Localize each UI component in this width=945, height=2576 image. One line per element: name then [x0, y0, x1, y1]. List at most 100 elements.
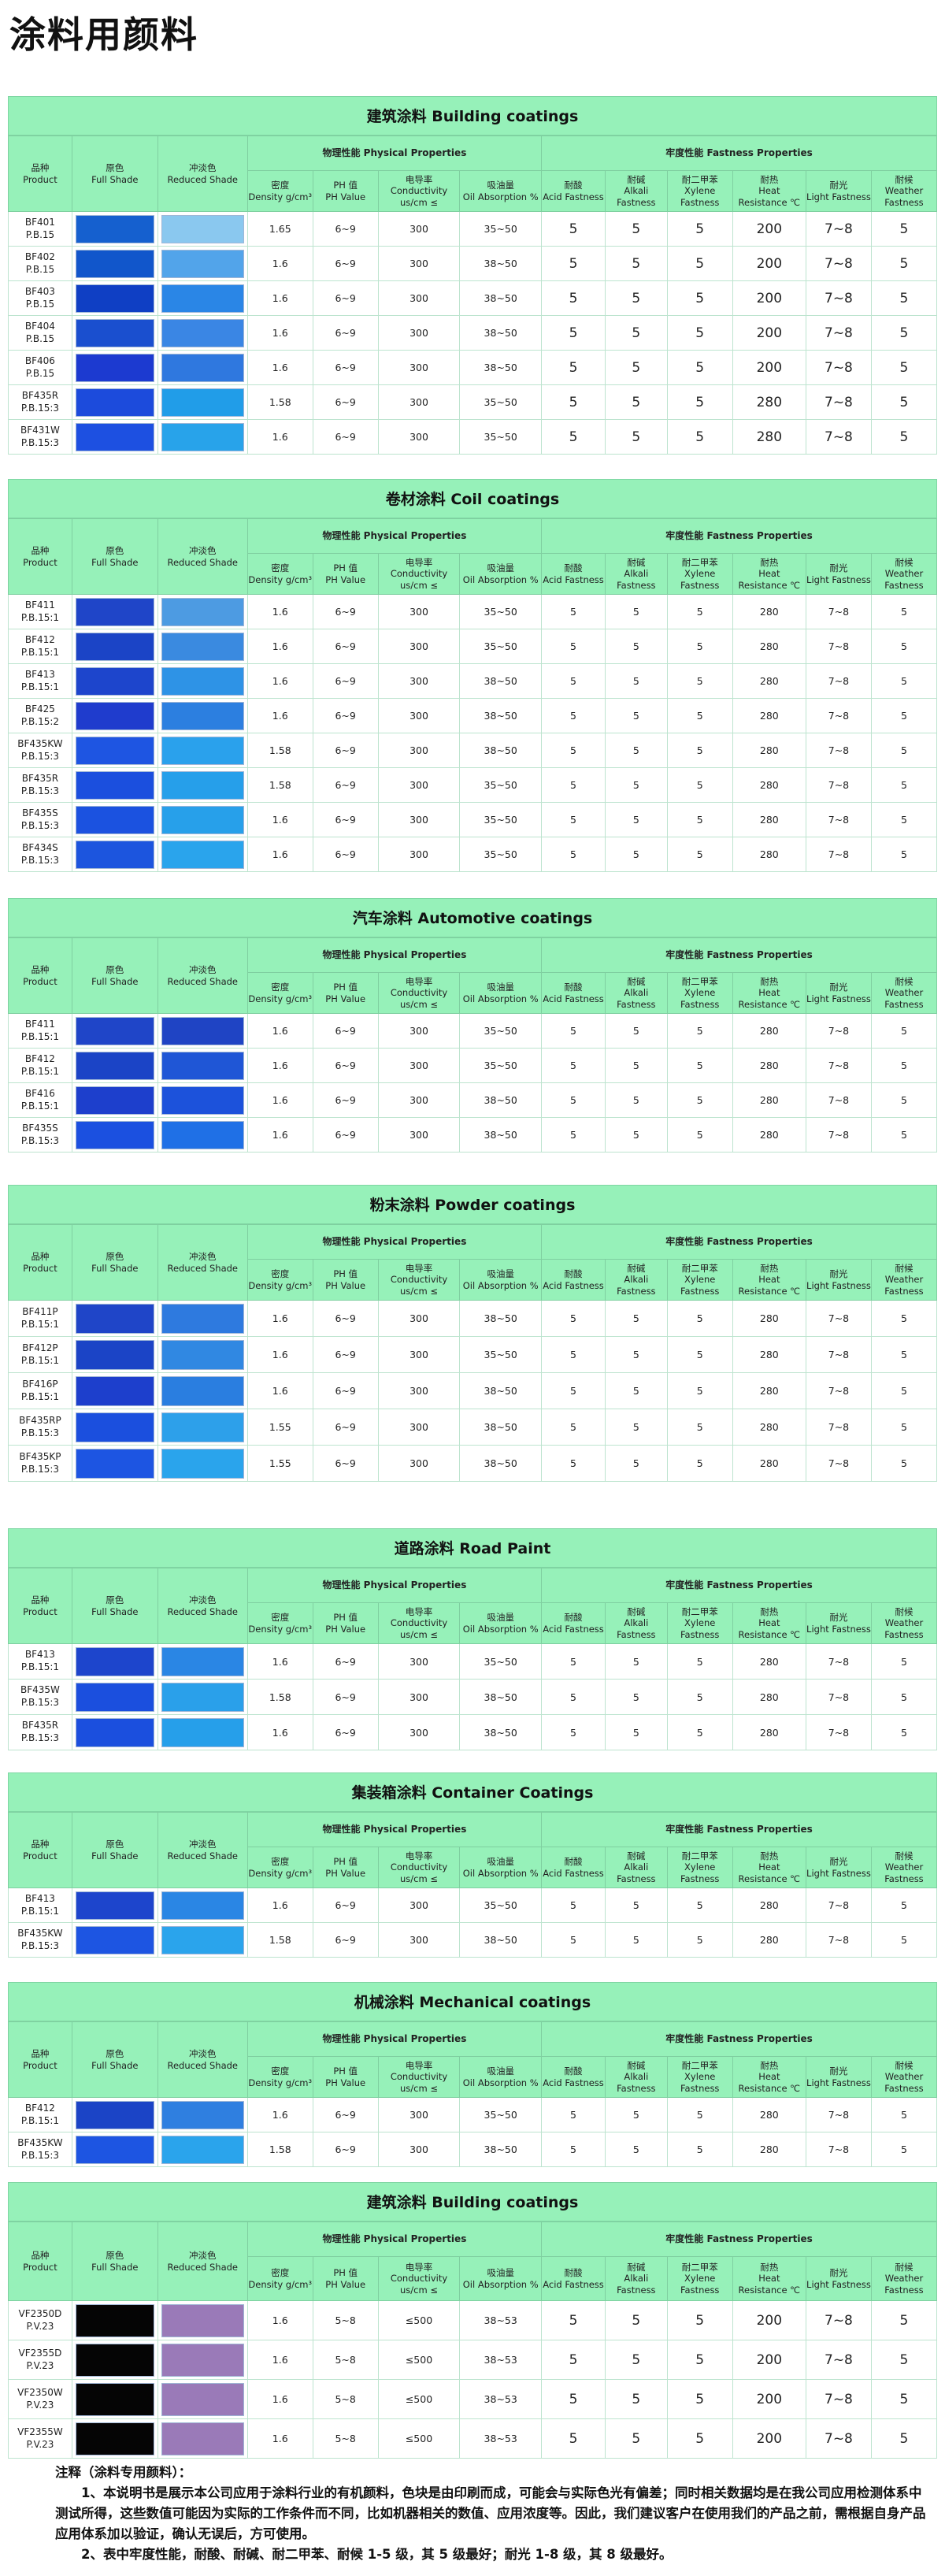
oil-cell: 35~50 [459, 1887, 543, 1923]
col-heat: 耐热 Heat Resistance ℃ [738, 556, 801, 591]
heat-cell: 280 [732, 1013, 806, 1049]
section-title: 机械涂料 Mechanical coatings [8, 1982, 937, 2021]
ph-cell: 6~9 [312, 1117, 379, 1153]
col-ph: PH 值 PH Value [325, 2267, 366, 2290]
table-row: BF435KW P.B.15:3 1.58 6~9 300 38~50 5 5 5 280 7~8 5 [8, 733, 938, 768]
acid-cell: 5 [541, 280, 606, 316]
full-shade-swatch [71, 767, 158, 803]
table-row: BF435W P.B.15:3 1.58 6~9 300 38~50 5 5 5 280 7~8 5 [8, 1679, 938, 1715]
col-density: 密度 Density g/cm³ [248, 1856, 313, 1879]
xylene-cell: 5 [666, 2097, 733, 2132]
weather-cell: 5 [870, 837, 938, 872]
col-oil: 吸油量 Oil Absorption % [462, 1612, 539, 1635]
density-cell: 1.6 [246, 1048, 313, 1083]
oil-cell: 35~50 [459, 767, 543, 803]
density-cell: 1.6 [246, 2300, 313, 2340]
xylene-cell: 5 [666, 663, 733, 699]
weather-cell: 5 [870, 663, 938, 699]
col-full-shade: 原色 Full Shade [91, 1251, 139, 1274]
full-shade-swatch [71, 280, 158, 316]
col-oil: 吸油量 Oil Absorption % [462, 982, 539, 1004]
ph-cell: 6~9 [312, 698, 379, 733]
full-shade-swatch [71, 733, 158, 768]
product-cell: BF412P P.B.15:1 [8, 1336, 72, 1373]
alkali-cell: 5 [604, 663, 668, 699]
density-cell: 1.6 [246, 1372, 313, 1409]
xylene-cell: 5 [666, 837, 733, 872]
alkali-cell: 5 [604, 629, 668, 664]
alkali-cell: 5 [604, 594, 668, 629]
table-row: BF435R P.B.15:3 1.58 6~9 300 35~50 5 5 5 280 7~8 5 [8, 384, 938, 420]
col-oil: 吸油量 Oil Absorption % [462, 180, 539, 202]
oil-cell: 38~50 [459, 1922, 543, 1958]
acid-cell: 5 [541, 2300, 606, 2340]
light-cell: 7~8 [805, 1372, 872, 1409]
light-cell: 7~8 [805, 1117, 872, 1153]
oil-cell: 38~53 [459, 2300, 543, 2340]
col-ph: PH 值 PH Value [325, 562, 366, 585]
product-cell: BF435S P.B.15:3 [8, 802, 72, 837]
ph-cell: 6~9 [312, 837, 379, 872]
table-row: BF435R P.B.15:3 1.58 6~9 300 35~50 5 5 5 280 7~8 5 [8, 767, 938, 803]
col-oil: 吸油量 Oil Absorption % [462, 2267, 539, 2290]
table-row: BF435R P.B.15:3 1.6 6~9 300 38~50 5 5 5 280 7~8 5 [8, 1714, 938, 1750]
alkali-cell: 5 [604, 384, 668, 420]
light-cell: 7~8 [805, 1013, 872, 1049]
full-shade-swatch [71, 1887, 158, 1923]
col-weather: 耐候 Weather Fastness [884, 1262, 924, 1297]
light-cell: 7~8 [805, 1922, 872, 1958]
product-cell: BF412 P.B.15:1 [8, 1048, 72, 1083]
col-weather: 耐候 Weather Fastness [884, 2059, 924, 2094]
conductivity-cell: 300 [377, 1300, 461, 1337]
group-physical: 物理性能 Physical Properties [322, 1579, 467, 1591]
reduced-shade-swatch [157, 1714, 248, 1750]
xylene-cell: 5 [666, 698, 733, 733]
table-row: BF425 P.B.15:2 1.6 6~9 300 38~50 5 5 5 280 7~8 5 [8, 698, 938, 733]
oil-cell: 35~50 [459, 594, 543, 629]
product-cell: BF412 P.B.15:1 [8, 2097, 72, 2132]
full-shade-swatch [71, 629, 158, 664]
full-shade-swatch [71, 1409, 158, 1446]
full-shade-swatch [71, 246, 158, 281]
weather-cell: 5 [870, 1887, 938, 1923]
heat-cell: 280 [732, 1714, 806, 1750]
xylene-cell: 5 [666, 2300, 733, 2340]
reduced-shade-swatch [157, 1643, 248, 1680]
xylene-cell: 5 [666, 315, 733, 351]
weather-cell: 5 [870, 1013, 938, 1049]
full-shade-swatch [71, 1300, 158, 1337]
weather-cell: 5 [870, 2418, 938, 2459]
reduced-shade-swatch [157, 1082, 248, 1118]
oil-cell: 38~50 [459, 1082, 543, 1118]
alkali-cell: 5 [604, 350, 668, 385]
alkali-cell: 5 [604, 211, 668, 247]
full-shade-swatch [71, 2418, 158, 2459]
reduced-shade-swatch [157, 315, 248, 351]
ph-cell: 6~9 [312, 419, 379, 455]
group-physical: 物理性能 Physical Properties [322, 530, 467, 541]
heat-cell: 200 [732, 246, 806, 281]
light-cell: 7~8 [805, 1336, 872, 1373]
oil-cell: 35~50 [459, 802, 543, 837]
oil-cell: 35~50 [459, 384, 543, 420]
xylene-cell: 5 [666, 2132, 733, 2167]
conductivity-cell: 300 [377, 1679, 461, 1715]
weather-cell: 5 [870, 1082, 938, 1118]
table-row: BF411 P.B.15:1 1.6 6~9 300 35~50 5 5 5 280 7~8 5 [8, 1013, 938, 1049]
heat-cell: 280 [732, 802, 806, 837]
reduced-shade-swatch [157, 802, 248, 837]
product-cell: BF435KW P.B.15:3 [8, 2132, 72, 2167]
section-1: 建筑涂料 Building coatings 品种 Product 原色 Full Sh… [8, 96, 938, 455]
group-fastness: 牢度性能 Fastness Properties [665, 949, 813, 960]
full-shade-swatch [71, 2340, 158, 2380]
conductivity-cell: ≤500 [377, 2379, 461, 2419]
ph-cell: 6~9 [312, 802, 379, 837]
ph-cell: 6~9 [312, 315, 379, 351]
notes-title: 注释（涂料专用颜料）： [55, 2465, 192, 2480]
oil-cell: 38~50 [459, 315, 543, 351]
acid-cell: 5 [541, 211, 606, 247]
ph-cell: 5~8 [312, 2418, 379, 2459]
oil-cell: 38~50 [459, 663, 543, 699]
col-acid: 耐酸 Acid Fastness [543, 1612, 604, 1635]
col-conductivity: 电导率 Conductivity us/cm ≤ [390, 1850, 448, 1884]
